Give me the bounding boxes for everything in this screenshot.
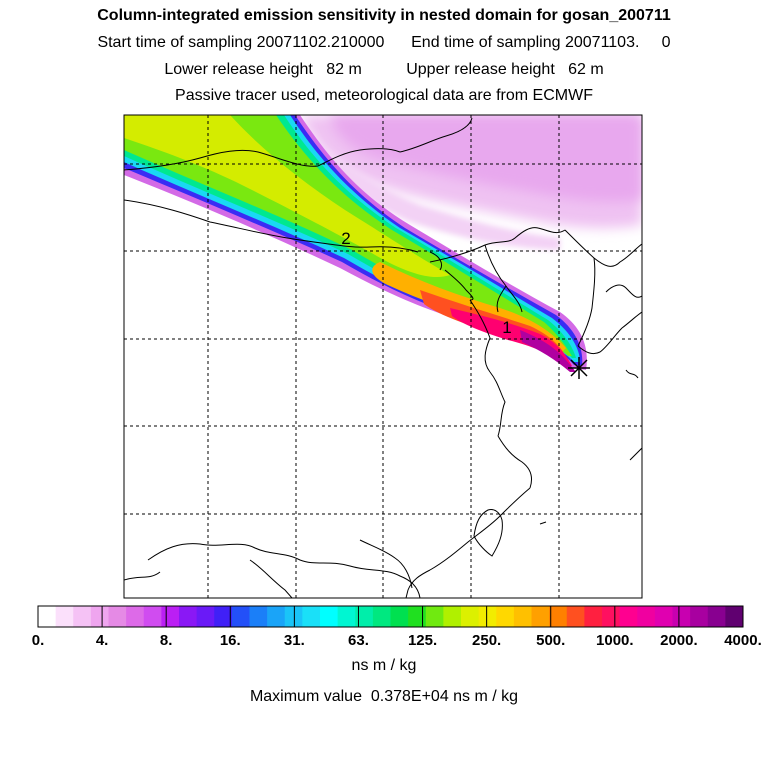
colorbar-tick-label: 500.	[536, 632, 566, 649]
colorbar-cell	[390, 606, 409, 627]
colorbar-cell	[108, 606, 127, 627]
plume-label-1: 1	[502, 318, 511, 337]
coastlines	[124, 117, 642, 598]
colorbar-cell	[496, 606, 515, 627]
colorbar-cell	[231, 606, 251, 627]
release-height-line: Lower release height 82 m Upper release …	[164, 61, 604, 78]
receptor-asterisk-icon	[568, 357, 590, 379]
plot-title: Column-integrated emission sensitivity i…	[97, 7, 671, 24]
colorbar-cell	[549, 606, 568, 627]
colorbar-cell	[196, 606, 215, 627]
colorbar-cell	[249, 606, 268, 627]
colorbar-cell	[355, 606, 374, 627]
colorbar-tick-label: 16.	[219, 632, 241, 649]
colorbar-cell	[73, 606, 92, 627]
colorbar-cell	[38, 606, 57, 627]
plume-label-2: 2	[341, 229, 350, 248]
colorbar-cell	[690, 606, 709, 627]
colorbar-cell	[425, 606, 444, 627]
colorbar-cell	[461, 606, 480, 627]
colorbar-cell	[584, 606, 603, 627]
colorbar-tick-label: 2000.	[660, 632, 698, 649]
tracer-info-line: Passive tracer used, meteorological data…	[175, 87, 593, 104]
colorbar-tick-label: 63.	[348, 632, 369, 649]
colorbar-cell	[179, 606, 198, 627]
max-value-text: Maximum value 0.378E+04 ns m / kg	[249, 688, 519, 705]
colorbar-frame	[37, 605, 744, 628]
colorbar-cell	[214, 606, 233, 627]
colorbar-cell	[637, 606, 656, 627]
colorbar-cell	[602, 606, 621, 627]
colorbar-tick-label: 4.	[95, 632, 109, 649]
colorbar-cell	[478, 606, 497, 627]
colorbar-cell	[55, 606, 74, 627]
plume-footprint	[124, 115, 587, 372]
colorbar-cell	[267, 606, 286, 627]
lat-lon-grid	[124, 115, 642, 598]
colorbar-cell	[619, 606, 638, 627]
colorbar-tick-label: 1000.	[596, 632, 634, 649]
colorbar-cell	[672, 606, 691, 627]
colorbar-cell	[143, 606, 162, 627]
colorbar-units: ns m / kg	[351, 657, 417, 674]
colorbar-cell	[90, 606, 110, 627]
colorbar-cell	[372, 606, 392, 627]
colorbar-cell	[408, 606, 427, 627]
colorbar-cell	[161, 606, 180, 627]
colorbar-tick-label: 4000.	[724, 632, 762, 649]
colorbar-cell	[337, 606, 356, 627]
colorbar-cell	[531, 606, 550, 627]
colorbar-cell	[725, 606, 744, 627]
colorbar-cell	[126, 606, 145, 627]
colorbar-cell	[654, 606, 674, 627]
sampling-time-line: Start time of sampling 20071102.210000 E…	[97, 34, 671, 51]
colorbar-cell	[284, 606, 303, 627]
colorbar-tick-label: 125.	[407, 632, 438, 649]
colorbar-tick-label: 31.	[283, 632, 305, 649]
colorbar-cell	[513, 606, 533, 627]
colorbar-cell	[320, 606, 339, 627]
colorbar-cell	[566, 606, 585, 627]
colorbar-cell	[707, 606, 726, 627]
colorbar-cell	[443, 606, 462, 627]
colorbar-tick-label: 8.	[159, 632, 173, 649]
map-frame	[123, 114, 643, 599]
colorbar-cell	[302, 606, 321, 627]
colorbar-tick-label: 0.	[31, 632, 45, 649]
colorbar-tick-label: 250.	[472, 632, 502, 649]
